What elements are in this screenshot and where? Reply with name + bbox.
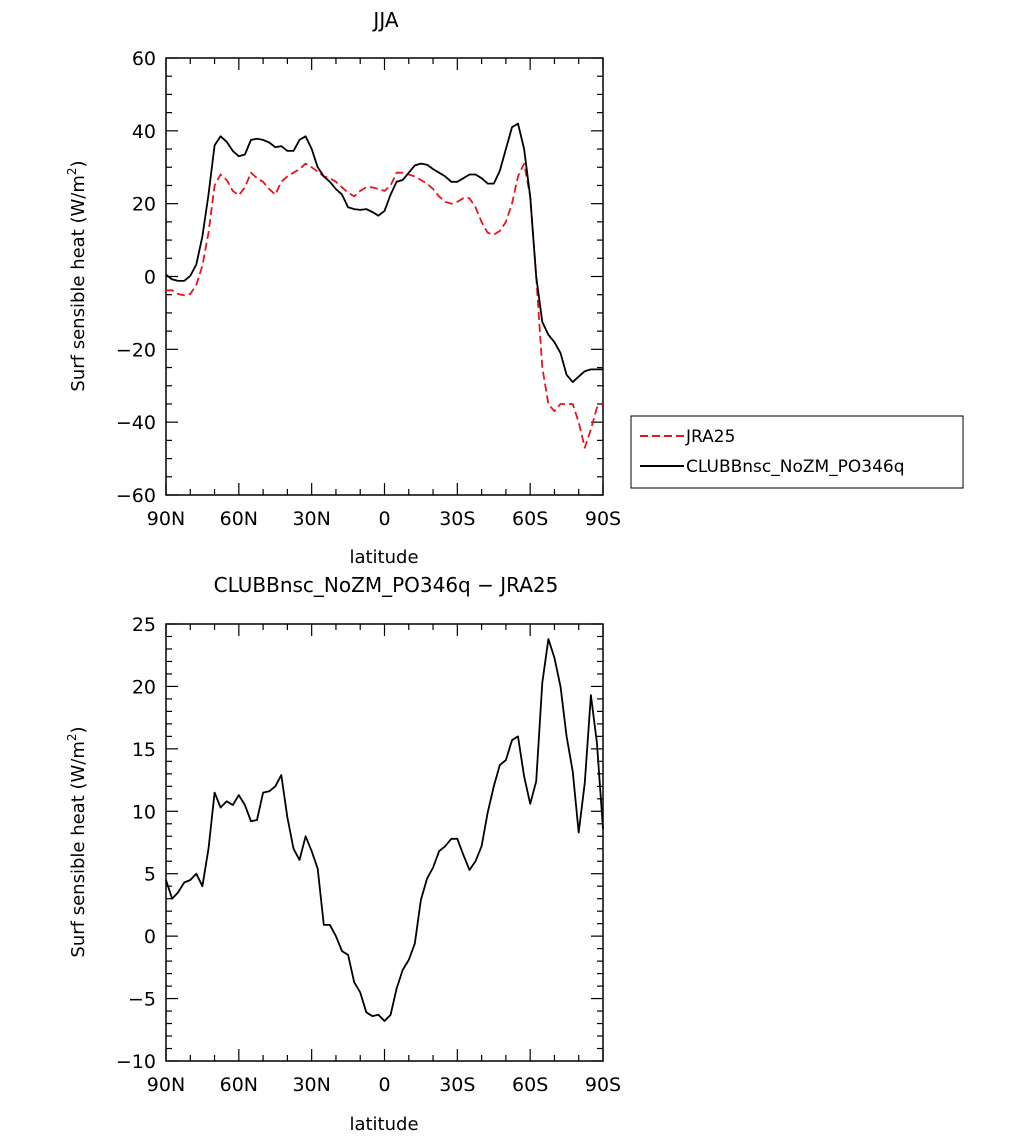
y-axis-label-superscript: 2 [65,733,79,741]
y-tick-label: −20 [116,339,156,361]
x-tick-label: 60N [220,1074,258,1096]
axis-ticks [165,57,604,496]
y-axis-label: Surf sensible heat (W/m2) [65,726,89,957]
x-axis-label: latitude [349,1114,418,1135]
x-tick-label: 60S [512,508,548,530]
panel-top-chart: JJA −60 −40 −20 0 20 40 60 90N 60N 30N 0 30S 60S 90S… [65,8,964,568]
y-tick-label: 25 [132,614,156,636]
axis-ticks [165,623,604,1062]
chart-title: CLUBBnsc_NoZM_PO346q − JRA25 [214,573,559,597]
x-tick-labels: 90N 60N 30N 0 30S 60S 90S [147,508,621,530]
x-tick-label: 30N [292,508,330,530]
y-tick-label: 20 [132,194,156,216]
y-tick-label: 5 [144,864,156,886]
y-tick-label: −5 [128,989,156,1011]
y-tick-label: −10 [116,1051,156,1073]
y-tick-labels: −10 −5 0 5 10 15 20 25 [116,614,156,1073]
x-tick-label: 90N [147,508,185,530]
x-axis-label: latitude [349,547,418,568]
y-tick-label: −60 [116,485,156,507]
series-lines [165,638,604,1022]
x-tick-label: 30S [439,1074,475,1096]
y-tick-label: 0 [144,267,156,289]
y-tick-label: 15 [132,739,156,761]
y-tick-label: 40 [132,121,156,143]
y-axis-label: Surf sensible heat (W/m2) [65,160,89,391]
chart-title: JJA [371,8,398,32]
y-tick-label: 0 [144,926,156,948]
y-tick-label: −40 [116,412,156,434]
legend-label-clubb: CLUBBnsc_NoZM_PO346q [686,457,905,477]
plot-frame [165,623,604,1062]
x-tick-label: 30S [439,508,475,530]
x-tick-label: 90S [585,1074,621,1096]
y-tick-label: 60 [132,48,156,70]
panel-bottom-chart: CLUBBnsc_NoZM_PO346q − JRA25 −10 −5 0 5 10 15… [65,573,621,1135]
y-tick-labels: −60 −40 −20 0 20 40 60 [116,48,156,507]
legend: JRA25 CLUBBnsc_NoZM_PO346q [630,415,964,489]
x-tick-label: 60N [220,508,258,530]
plot-frame [165,57,604,496]
x-tick-label: 90S [585,508,621,530]
legend-box [630,415,964,489]
y-tick-label: 20 [132,676,156,698]
series-lines [165,122,604,449]
legend-label-jra25: JRA25 [685,427,735,447]
series-line-difference [165,638,604,1022]
x-tick-label: 0 [378,1074,390,1096]
x-tick-label: 60S [512,1074,548,1096]
x-tick-label: 30N [292,1074,330,1096]
series-line-jra25 [166,162,604,449]
x-tick-label: 90N [147,1074,185,1096]
y-tick-label: 10 [132,801,156,823]
series-line-clubbnsc-nozm-po346q [165,122,603,384]
x-tick-label: 0 [378,508,390,530]
x-tick-labels: 90N 60N 30N 0 30S 60S 90S [147,1074,621,1096]
y-axis-label-superscript: 2 [65,167,79,175]
